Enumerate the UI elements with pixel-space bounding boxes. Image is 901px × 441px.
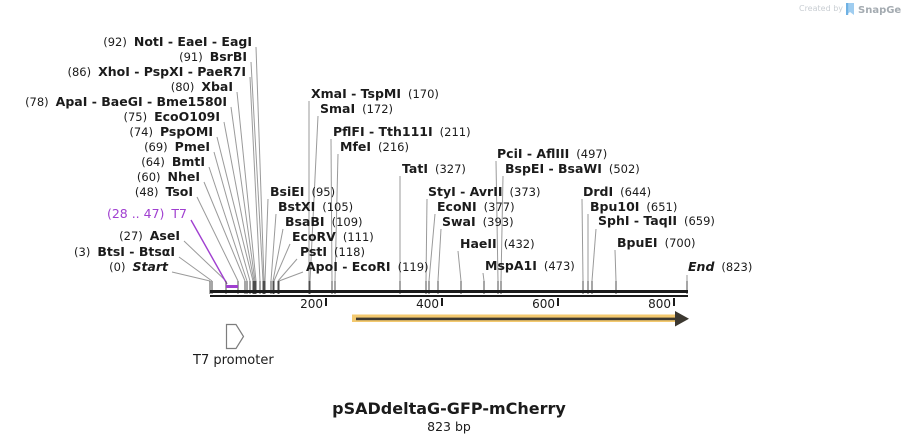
ruler: 200 400 600 800	[300, 297, 675, 311]
enzyme-label: BsiEI (95)	[270, 184, 335, 199]
end-label: End (823)	[688, 259, 752, 274]
ruler-label-600: 600	[532, 297, 555, 311]
enzyme-label: ApoI - EcoRI (119)	[306, 259, 429, 274]
enzyme-label: (75) EcoO109I	[123, 109, 220, 124]
feature-arrow	[352, 311, 689, 327]
enzyme-label: DrdI (644)	[583, 184, 651, 199]
enzyme-label: (92) NotI - EaeI - EagI	[103, 34, 252, 49]
enzyme-label: PciI - AflIII (497)	[497, 146, 607, 161]
promoter-arrow-icon	[225, 323, 245, 350]
ruler-label-800: 800	[648, 297, 671, 311]
enzyme-label: (91) BsrBI	[179, 49, 247, 64]
watermark-created-by: Created by	[799, 4, 843, 13]
ruler-label-400: 400	[416, 297, 439, 311]
enzyme-label: (78) ApaI - BaeGI - Bme1580I	[25, 94, 227, 109]
enzyme-labels-left: (92) NotI - EaeI - EagI (91) BsrBI (86) Xho…	[25, 34, 252, 274]
enzyme-label: BsaBI (109)	[285, 214, 363, 229]
enzyme-label: BpuEI (700)	[617, 235, 696, 250]
enzyme-label: SphI - TaqII (659)	[598, 213, 715, 228]
enzyme-label: BspEI - BsaWI (502)	[505, 161, 640, 176]
enzyme-label: (64) BmtI	[141, 154, 205, 169]
enzyme-label: Bpu10I (651)	[590, 199, 677, 214]
enzyme-label: BstXI (105)	[278, 199, 353, 214]
snapgene-logo-icon	[846, 3, 854, 15]
enzyme-label: EcoRV (111)	[292, 229, 374, 244]
plasmid-title: pSADdeltaG-GFP-mCherry	[332, 399, 566, 418]
enzyme-label: (48) TsoI	[135, 184, 193, 199]
enzyme-label: EcoNI (377)	[437, 199, 515, 214]
enzyme-label: HaeII (432)	[460, 236, 535, 251]
plasmid-length: 823 bp	[427, 419, 471, 434]
enzyme-label: (27) AseI	[119, 228, 180, 243]
watermark-brand: SnapGene	[858, 5, 901, 16]
t7-promoter-region	[226, 285, 238, 288]
enzyme-label: SmaI (172)	[320, 101, 393, 116]
start-label: (0) Start	[109, 259, 169, 274]
enzyme-labels-right: XmaI - TspMI (170) SmaI (172) PflFI - Tth1…	[270, 86, 752, 274]
enzyme-label: (74) PspOMI	[129, 124, 213, 139]
t7-annotation-label: (28 .. 47) T7	[107, 206, 187, 221]
watermark: Created by SnapGene	[799, 3, 901, 16]
t7-annotation-leader	[190, 219, 228, 285]
enzyme-label: (86) XhoI - PspXI - PaeR7I	[68, 64, 247, 79]
enzyme-label: PflFI - Tth111I (211)	[333, 124, 471, 139]
ruler-label-200: 200	[300, 297, 323, 311]
sequence-line	[210, 290, 688, 297]
enzyme-label: SwaI (393)	[442, 214, 514, 229]
enzyme-label: TatI (327)	[402, 161, 466, 176]
enzyme-label: MfeI (216)	[340, 139, 409, 154]
enzyme-label: XmaI - TspMI (170)	[311, 86, 439, 101]
enzyme-label: (69) PmeI	[144, 139, 210, 154]
enzyme-label: (60) NheI	[137, 169, 200, 184]
leader-lines	[171, 46, 688, 285]
enzyme-label: (80) XbaI	[171, 79, 233, 94]
enzyme-label: MspA1I (473)	[485, 258, 575, 273]
enzyme-label: (3) BtsI - BtsαI	[74, 244, 175, 259]
t7-promoter-label: T7 promoter	[192, 353, 274, 368]
enzyme-label: StyI - AvrII (373)	[428, 184, 540, 199]
enzyme-label: PstI (118)	[300, 244, 365, 259]
